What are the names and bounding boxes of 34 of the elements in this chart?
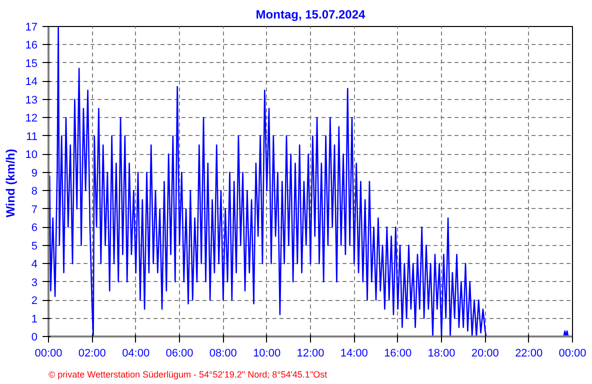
y-tick-label: 2 [31, 295, 38, 308]
x-tick-label: 18:00 [428, 348, 456, 360]
x-tick-label: 04:00 [122, 348, 150, 360]
y-tick-label: 14 [25, 76, 38, 88]
y-tick-label: 10 [25, 149, 38, 162]
x-tick-label: 00:00 [558, 348, 586, 360]
x-tick-label: 10:00 [253, 348, 281, 360]
y-tick-label: 15 [25, 58, 38, 70]
x-tick-label: 06:00 [166, 348, 194, 360]
y-tick-label: 3 [31, 276, 38, 289]
y-axis-title: Wind (km/h) [3, 148, 18, 218]
x-tick-label: 22:00 [515, 348, 543, 360]
y-tick-label: 4 [31, 258, 38, 271]
x-tick-label: 14:00 [340, 348, 368, 360]
y-tick-label: 1 [31, 313, 38, 326]
text: © private Wetterstation Süderlügum - 54°52'19.2" Nord; 8°54'45.1"Ost [48, 370, 328, 380]
x-tick-label: 08:00 [209, 348, 237, 360]
y-tick-label: 7 [31, 204, 38, 216]
y-tick-label: 11 [26, 130, 38, 143]
y-tick-label: 0 [31, 332, 38, 344]
y-tick-label: 13 [25, 94, 38, 106]
y-tick-label: 8 [31, 186, 38, 198]
y-tick-label: 5 [31, 240, 38, 252]
x-tick-label: 20:00 [471, 348, 499, 360]
y-tick-label: 12 [25, 112, 38, 125]
x-tick-label: 12:00 [296, 348, 324, 360]
y-tick-label: 17 [25, 22, 38, 34]
y-tick-label: 9 [31, 167, 38, 180]
chart-title: Montag, 15.07.2024 [256, 8, 366, 22]
x-tick-label: 16:00 [384, 348, 412, 360]
x-tick-label: 00:00 [34, 348, 62, 360]
y-tick-label: 16 [25, 40, 38, 52]
x-tick-label: 02:00 [78, 348, 106, 360]
y-tick-label: 6 [31, 222, 38, 234]
